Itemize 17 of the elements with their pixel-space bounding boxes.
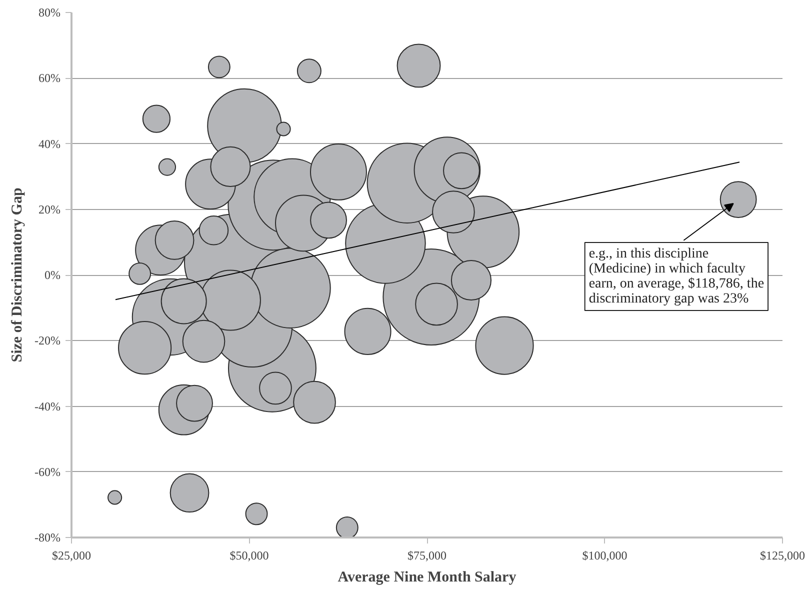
y-tick-label: 20%	[38, 202, 61, 216]
x-tick-label: $50,000	[230, 548, 269, 562]
y-tick-label: -60%	[34, 464, 61, 479]
x-tick-label: $125,000	[760, 548, 805, 562]
y-tick-label: -80%	[34, 530, 61, 544]
y-axis-title: Size of Discriminatory Gap	[10, 188, 26, 362]
y-tick-label: 40%	[38, 136, 61, 151]
annotation: e.g., in this discipline (Medicine) in which faculty earn, on average, $118,786, the discriminatory gap was 23%	[588, 246, 764, 306]
x-tick-label: $75,000	[408, 548, 446, 562]
x-axis-title: Average Nine Month Salary	[338, 570, 517, 586]
y-tick-label: 0%	[44, 268, 61, 282]
x-tick-label: $100,000	[582, 548, 628, 562]
y-tick-label: 60%	[38, 71, 61, 86]
y-tick-label: -40%	[34, 399, 61, 414]
y-tick-label: 80%	[38, 6, 61, 20]
x-tick-label: $25,000	[52, 548, 91, 562]
y-tick-label: -20%	[34, 334, 61, 348]
